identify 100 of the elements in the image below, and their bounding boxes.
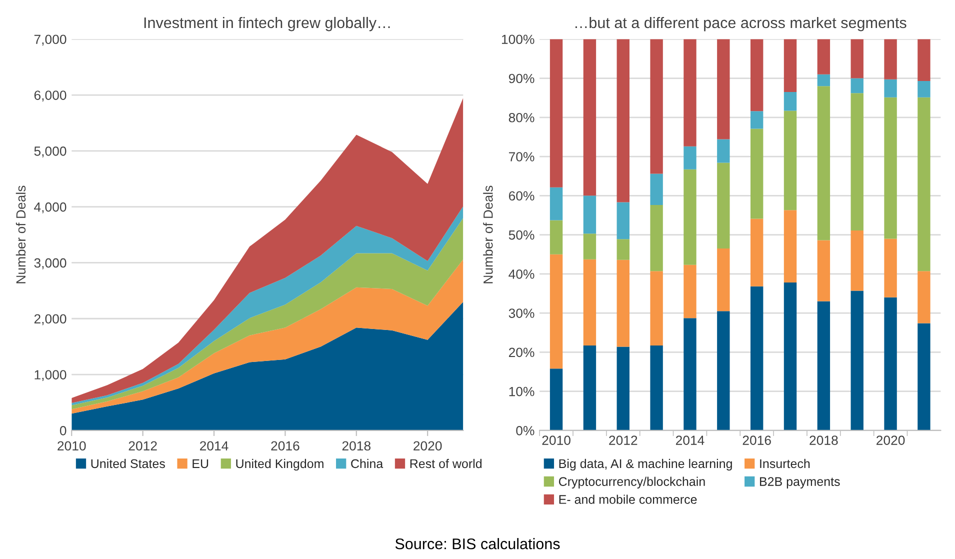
- legend-label: E- and mobile commerce: [559, 494, 697, 504]
- y-tick-label: 50%: [508, 230, 534, 240]
- bar: [650, 174, 663, 206]
- bar: [684, 264, 696, 318]
- bar: [884, 79, 897, 98]
- bar: [884, 238, 897, 298]
- y-tick-label: 0: [60, 426, 66, 436]
- legend-label: Rest of world: [410, 458, 482, 468]
- bar: [550, 254, 563, 369]
- bar: [616, 239, 630, 260]
- bar: [583, 346, 596, 430]
- source-note: Source: BIS calculations: [395, 538, 560, 550]
- x-tick-label: 2010: [542, 436, 570, 445]
- bar: [550, 39, 563, 188]
- y-tick-label: 60%: [508, 191, 534, 201]
- bar: [784, 282, 797, 430]
- legend-label: EU: [192, 459, 208, 468]
- x-tick-label: 2018: [810, 436, 838, 445]
- bar: [884, 97, 897, 239]
- y-tick-label: 80%: [508, 112, 534, 122]
- bar: [884, 39, 897, 80]
- legend-label: Insurtech: [760, 458, 810, 468]
- bar: [750, 111, 764, 129]
- y-tick-label: 100%: [502, 34, 534, 44]
- bar: [817, 86, 830, 240]
- bar: [750, 39, 764, 112]
- bar: [717, 162, 730, 248]
- bar: [717, 139, 730, 163]
- bar: [784, 92, 797, 111]
- bar: [684, 318, 696, 430]
- legend-label: Cryptocurrency/blockchain: [558, 476, 705, 488]
- bar: [784, 210, 797, 283]
- bar: [550, 368, 563, 430]
- bar: [750, 286, 764, 430]
- bar: [850, 39, 864, 78]
- bar: [850, 93, 864, 230]
- bar: [717, 311, 730, 430]
- bar: [684, 169, 696, 265]
- bar: [550, 220, 563, 254]
- bar: [616, 39, 630, 202]
- x-tick-label: 2014: [200, 441, 228, 451]
- x-tick-label: 2010: [58, 441, 86, 451]
- y-tick-label: 70%: [508, 152, 534, 162]
- y-tick-label: 1,000: [34, 370, 66, 381]
- bar: [817, 240, 830, 302]
- y-tick-label: 2,000: [34, 314, 66, 326]
- bar: [918, 323, 930, 430]
- y-tick-label: 30%: [508, 308, 534, 318]
- y-tick-label: 5,000: [34, 146, 66, 158]
- chart-title: …but at a different pace across market segments: [575, 16, 906, 32]
- bar: [616, 202, 630, 240]
- y-tick-label: 90%: [508, 74, 534, 84]
- bar: [784, 110, 797, 210]
- bar: [884, 297, 897, 430]
- x-tick-label: 2016: [742, 436, 771, 445]
- bar: [650, 205, 663, 272]
- legend-label: China: [351, 458, 384, 468]
- bar: [717, 248, 730, 312]
- legend-label: United Kingdom: [236, 458, 324, 471]
- x-tick-label: 2012: [128, 441, 157, 451]
- y-tick-label: 6,000: [34, 90, 66, 102]
- bar: [850, 78, 864, 94]
- x-tick-label: 2012: [609, 436, 638, 445]
- bar: [750, 218, 764, 286]
- bar: [817, 74, 830, 86]
- y-tick-label: 40%: [508, 269, 534, 279]
- bar: [650, 346, 663, 430]
- bar: [684, 146, 696, 170]
- bar: [750, 128, 764, 219]
- y-tick-label: 7,000: [34, 34, 66, 46]
- x-tick-label: 2020: [876, 436, 905, 445]
- bar: [918, 39, 930, 81]
- legend-label: United States: [91, 458, 165, 468]
- bar: [550, 187, 563, 220]
- bar: [918, 81, 930, 98]
- chart-title: Investment in fintech grew globally…: [144, 16, 390, 32]
- bar: [850, 290, 864, 430]
- bar: [616, 346, 630, 430]
- x-tick-label: 2020: [414, 441, 442, 451]
- bar: [650, 271, 663, 346]
- bar: [583, 234, 596, 260]
- bar: [583, 259, 596, 346]
- bar: [918, 97, 930, 272]
- bar: [817, 301, 830, 430]
- bar: [583, 196, 596, 234]
- bar: [817, 39, 830, 74]
- x-tick-label: 2014: [676, 436, 704, 445]
- bar: [684, 39, 696, 146]
- y-tick-label: 20%: [508, 348, 534, 358]
- bar: [616, 260, 630, 347]
- legend-label: B2B payments: [760, 477, 840, 488]
- bar: [583, 39, 596, 196]
- bar: [784, 39, 797, 92]
- bar: [717, 39, 730, 140]
- bar: [850, 230, 864, 291]
- y-axis-title: Number of Deals: [16, 186, 26, 284]
- bar: [650, 39, 663, 174]
- bar: [918, 271, 930, 324]
- y-axis-title: Number of Deals: [483, 186, 493, 284]
- y-tick-label: 3,000: [34, 258, 66, 270]
